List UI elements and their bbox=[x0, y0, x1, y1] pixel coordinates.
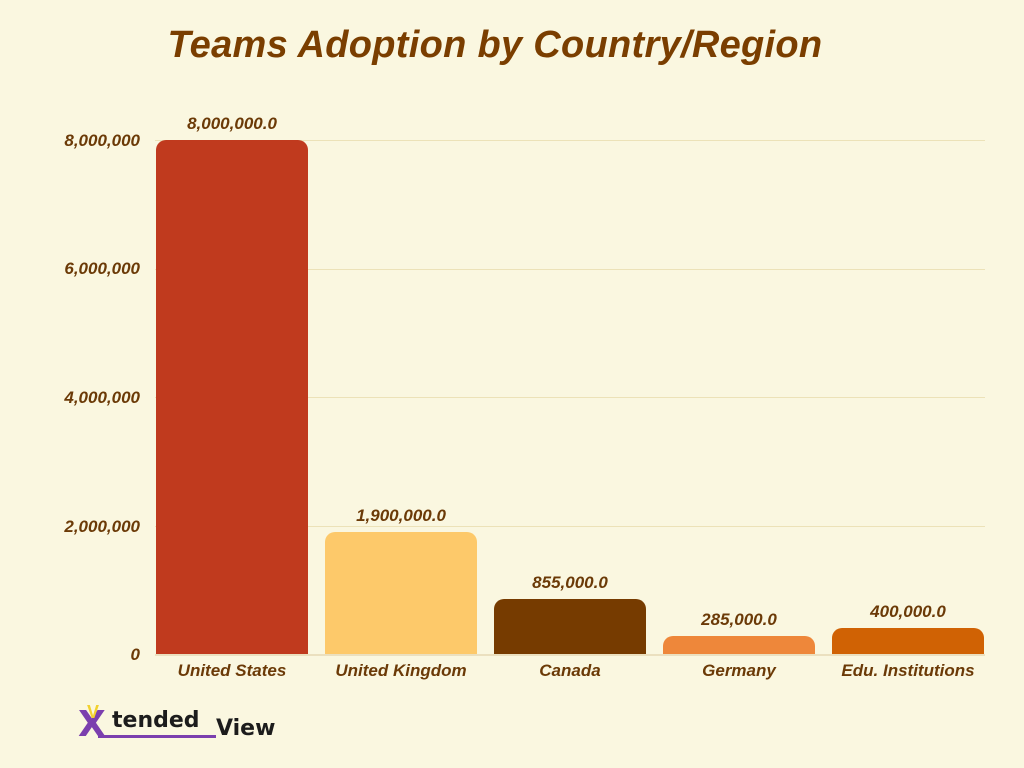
x-tick-label: Edu. Institutions bbox=[841, 661, 975, 680]
bar-united-kingdom bbox=[325, 532, 477, 654]
y-tick-label: 6,000,000 bbox=[64, 259, 140, 278]
y-tick-label: 0 bbox=[130, 645, 140, 664]
xtendedview-logo: X V tended View bbox=[78, 702, 275, 746]
x-tick-label: Germany bbox=[702, 661, 776, 680]
gridline bbox=[155, 397, 985, 398]
y-tick-label: 2,000,000 bbox=[64, 517, 140, 536]
logo-text-tended: tended bbox=[112, 708, 200, 733]
x-axis-baseline bbox=[155, 654, 985, 656]
y-tick-label: 8,000,000 bbox=[64, 131, 140, 150]
logo-x-mark: X bbox=[78, 704, 106, 745]
gridline bbox=[155, 140, 985, 141]
x-tick-label: United Kingdom bbox=[335, 661, 467, 680]
gridline bbox=[155, 269, 985, 270]
logo-underline bbox=[98, 735, 216, 738]
chart-title: Teams Adoption by Country/Region bbox=[167, 24, 823, 66]
x-tick-label: United States bbox=[177, 661, 287, 680]
logo-v-mark: V bbox=[87, 702, 100, 722]
bar-united-states bbox=[156, 140, 308, 654]
bar-canada bbox=[494, 599, 646, 654]
data-label: 8,000,000.0 bbox=[187, 114, 277, 133]
data-label: 285,000.0 bbox=[701, 610, 777, 629]
data-label: 855,000.0 bbox=[532, 573, 608, 592]
data-label: 400,000.0 bbox=[870, 602, 946, 621]
bar-germany bbox=[663, 636, 815, 654]
x-tick-label: Canada bbox=[539, 661, 601, 680]
gridline bbox=[155, 526, 985, 527]
logo-text-view: View bbox=[216, 716, 276, 741]
y-tick-label: 4,000,000 bbox=[64, 388, 140, 407]
plot-area: 8,000,000.0 1,900,000.0 855,000.0 285,00… bbox=[155, 114, 985, 656]
data-label: 1,900,000.0 bbox=[356, 506, 446, 525]
bar-edu-institutions bbox=[832, 628, 984, 654]
